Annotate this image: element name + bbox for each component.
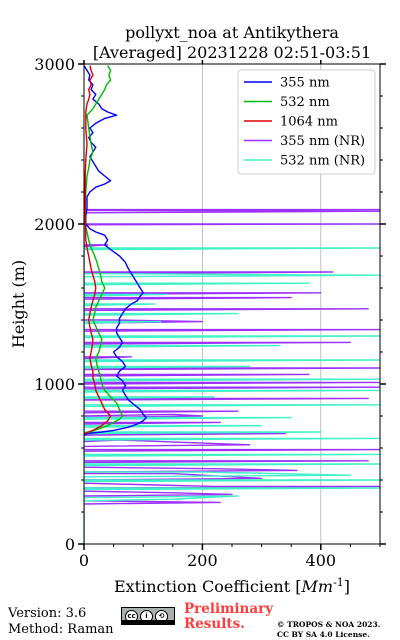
legend-label: 532 nm (NR)	[280, 154, 365, 169]
license-strip	[122, 620, 174, 624]
series-lines	[84, 65, 380, 544]
method-text: Method: Raman	[8, 622, 114, 637]
series-line-532-nm-nr-	[84, 247, 380, 544]
y-tick-label: 2000	[34, 215, 75, 234]
legend-box	[237, 69, 376, 175]
y-tick-label: 1000	[34, 375, 75, 394]
license-badge: cc i ⟲	[121, 607, 175, 625]
legend-label: 1064 nm	[280, 115, 338, 130]
y-tick-label: 0	[65, 535, 75, 554]
copyright-notice: © TROPOS & NOA 2023. CC BY SA 4.0 Licens…	[277, 620, 380, 640]
legend-label: 355 nm	[280, 76, 330, 91]
x-tick-label: 0	[79, 551, 89, 570]
version-text: Version: 3.6	[8, 606, 87, 621]
copyright-line1: © TROPOS & NOA 2023.	[277, 620, 381, 629]
y-tick-label: 3000	[34, 55, 75, 74]
series-line-532-nm	[84, 65, 124, 435]
legend: 355 nm 532 nm 1064 nm 355 nm (NR) 532 nm (NR…	[237, 69, 376, 175]
cc-icon: cc	[125, 609, 138, 623]
chart-title-line: [Averaged] 20231228 02:51-03:51	[93, 43, 371, 62]
preliminary-line2: Results.	[184, 616, 245, 632]
x-axis-label: Extinction Coefficient [Mm-1]	[114, 576, 350, 597]
x-tick-label: 200	[187, 551, 218, 570]
series-line-355-nm	[84, 65, 147, 436]
copyright-line2: CC BY SA 4.0 License.	[277, 630, 370, 639]
chart-title-line: pollyxt_noa at Antikythera	[125, 23, 339, 42]
footer-info: Version: 3.6 Method: Raman	[8, 606, 114, 638]
chart-title: pollyxt_noa at Antikythera[Averaged] 202…	[93, 23, 371, 62]
legend-label: 355 nm (NR)	[280, 134, 365, 149]
axes: 0 1000 2000 3000 0 200 400	[34, 55, 386, 570]
y-axis-label: Height (m)	[9, 260, 28, 348]
x-tick-label: 400	[306, 551, 337, 570]
series-line-355-nm-nr-	[84, 208, 380, 544]
preliminary-line1: Preliminary	[184, 601, 274, 617]
legend-label: 532 nm	[280, 95, 330, 110]
preliminary-notice: Preliminary Results.	[184, 602, 273, 632]
series-line-1064-nm	[84, 65, 112, 435]
